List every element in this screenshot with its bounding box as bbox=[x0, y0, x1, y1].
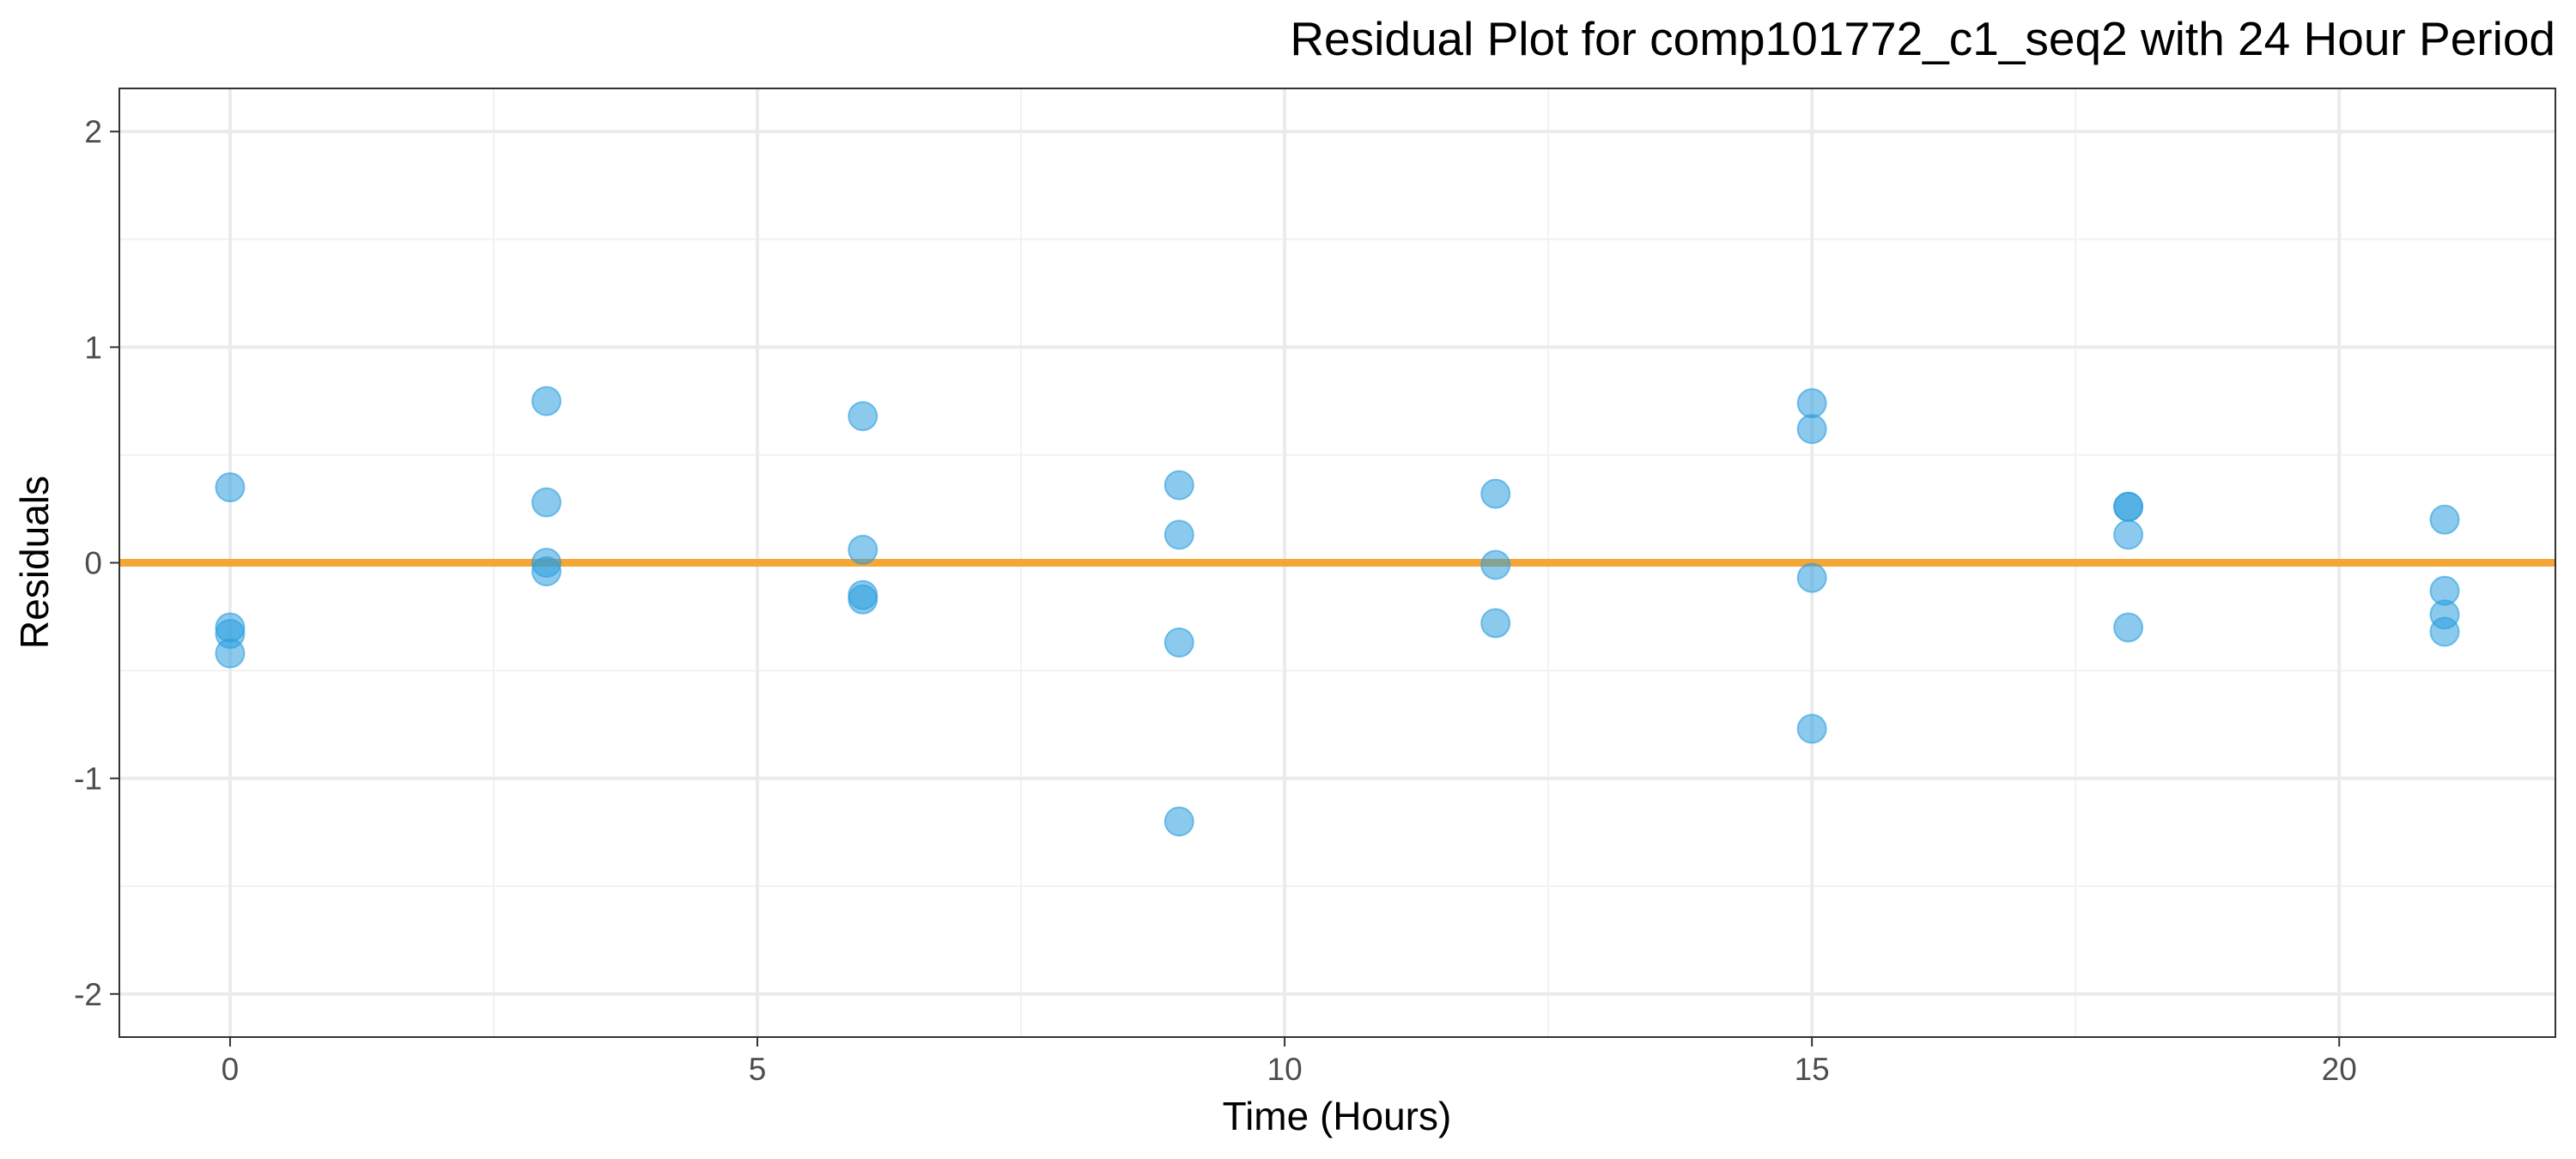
x-axis-title: Time (Hours) bbox=[1223, 1094, 1452, 1138]
x-tick-label: 0 bbox=[222, 1052, 240, 1087]
data-point bbox=[2113, 612, 2144, 643]
data-point bbox=[2429, 616, 2460, 647]
chart-title: Residual Plot for comp101772_c1_seq2 wit… bbox=[1290, 12, 2555, 65]
data-point bbox=[2429, 504, 2460, 535]
data-point bbox=[1796, 414, 1827, 445]
data-point bbox=[1163, 806, 1194, 837]
data-point bbox=[531, 556, 562, 587]
data-point bbox=[531, 487, 562, 518]
data-point bbox=[1163, 470, 1194, 501]
data-point bbox=[848, 584, 878, 615]
x-tick-label: 15 bbox=[1795, 1052, 1830, 1087]
x-tick-label: 5 bbox=[749, 1052, 767, 1087]
y-tick-label: 1 bbox=[84, 330, 102, 365]
points-layer bbox=[215, 385, 2460, 837]
data-point bbox=[1796, 388, 1827, 419]
data-point bbox=[1163, 519, 1194, 550]
data-point bbox=[2113, 519, 2144, 550]
data-point bbox=[215, 638, 246, 669]
y-tick-label: 2 bbox=[84, 114, 102, 149]
y-tick-label: -1 bbox=[74, 762, 102, 797]
x-tick-label: 10 bbox=[1267, 1052, 1303, 1087]
data-point bbox=[848, 534, 878, 565]
data-point bbox=[215, 472, 246, 503]
y-tick-label: 0 bbox=[84, 546, 102, 581]
data-point bbox=[1796, 713, 1827, 744]
y-axis-title: Residuals bbox=[12, 476, 57, 649]
data-point bbox=[1480, 549, 1511, 580]
data-point bbox=[531, 385, 562, 416]
data-point bbox=[848, 401, 878, 432]
data-point bbox=[1480, 478, 1511, 509]
data-point bbox=[1796, 562, 1827, 593]
x-tick-label: 20 bbox=[2322, 1052, 2357, 1087]
data-point bbox=[2113, 491, 2144, 522]
data-point bbox=[1480, 608, 1511, 639]
ticks-layer: 0 5 10 15 20 -2 -1 0 1 2 bbox=[74, 114, 2357, 1087]
data-point bbox=[1163, 627, 1194, 658]
y-tick-label: -2 bbox=[74, 977, 102, 1012]
